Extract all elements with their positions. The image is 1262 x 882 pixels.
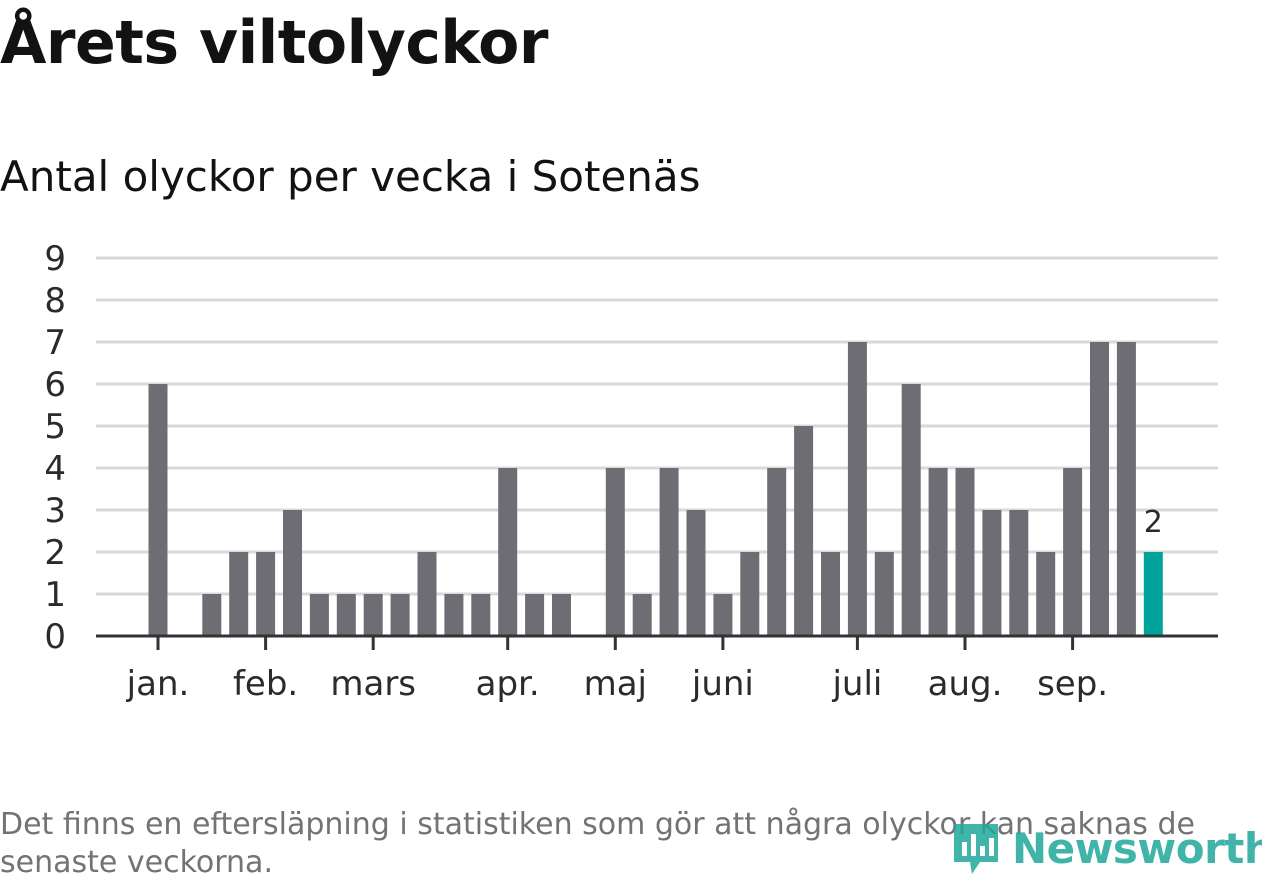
- bar: [955, 468, 975, 636]
- annotations: 2: [1144, 505, 1163, 540]
- bar: [928, 468, 948, 636]
- x-tick-label: jan.: [126, 664, 190, 704]
- bar: [417, 552, 437, 636]
- bar: [740, 552, 760, 636]
- y-tick-label: 9: [44, 239, 66, 279]
- bar: [874, 552, 894, 636]
- y-tick-label: 2: [44, 533, 66, 573]
- bar: [336, 594, 356, 636]
- bar: [821, 552, 840, 636]
- x-tick-label: maj: [584, 664, 647, 704]
- gridlines: [96, 256, 1218, 596]
- bar: [1090, 342, 1109, 636]
- bar: [901, 384, 921, 636]
- x-axis: [96, 634, 1218, 650]
- brand-logo: Newsworthy: [950, 818, 1262, 878]
- bar: [202, 594, 222, 636]
- newsworthy-logo-icon: [954, 824, 998, 874]
- y-tick-label: 5: [44, 407, 66, 447]
- bar: [605, 468, 625, 636]
- y-tick-label: 1: [44, 575, 66, 615]
- x-tick-label: aug.: [928, 664, 1003, 704]
- x-tick-label: sep.: [1037, 664, 1108, 704]
- bar: [444, 594, 464, 636]
- y-tick-label: 7: [44, 323, 66, 363]
- bar: [148, 384, 168, 636]
- bar: [1036, 552, 1056, 636]
- bar: [283, 510, 302, 636]
- bar: [525, 594, 545, 636]
- y-tick-label: 0: [44, 617, 66, 657]
- bar: [982, 510, 1002, 636]
- bar: [256, 552, 276, 636]
- chart-subtitle: Antal olyckor per vecka i Sotenäs: [0, 152, 701, 201]
- bar: [390, 594, 410, 636]
- bar: [686, 510, 706, 636]
- x-axis-labels: jan. feb. mars apr. maj juni juli aug. sep.: [126, 664, 1108, 704]
- bar: [229, 552, 249, 636]
- brand-name: Newsworthy: [1012, 823, 1262, 873]
- chart-title: Årets viltolyckor: [0, 8, 549, 78]
- x-tick-label: feb.: [233, 664, 298, 704]
- bar: [1063, 468, 1083, 636]
- data-label: 2: [1144, 505, 1163, 540]
- bar: [767, 468, 787, 636]
- x-tick-label: apr.: [476, 664, 540, 704]
- x-tick-label: mars: [330, 664, 416, 704]
- bar: [713, 594, 733, 636]
- bar-highlight: [1143, 552, 1163, 636]
- bar: [309, 594, 329, 636]
- y-tick-label: 4: [44, 449, 66, 489]
- x-tick-label: juni: [691, 664, 754, 704]
- bar: [1009, 510, 1029, 636]
- bar: [632, 594, 652, 636]
- bar: [498, 468, 518, 636]
- bar: [794, 426, 814, 636]
- bar: [471, 594, 491, 636]
- y-tick-label: 6: [44, 365, 66, 405]
- bars: [148, 342, 1163, 636]
- bar: [847, 342, 867, 636]
- bar: [659, 468, 679, 636]
- y-tick-label: 8: [44, 281, 66, 321]
- y-tick-label: 3: [44, 491, 66, 531]
- bar: [1116, 342, 1136, 636]
- bar: [363, 594, 383, 636]
- x-tick-label: juli: [831, 664, 882, 704]
- bar: [552, 594, 571, 636]
